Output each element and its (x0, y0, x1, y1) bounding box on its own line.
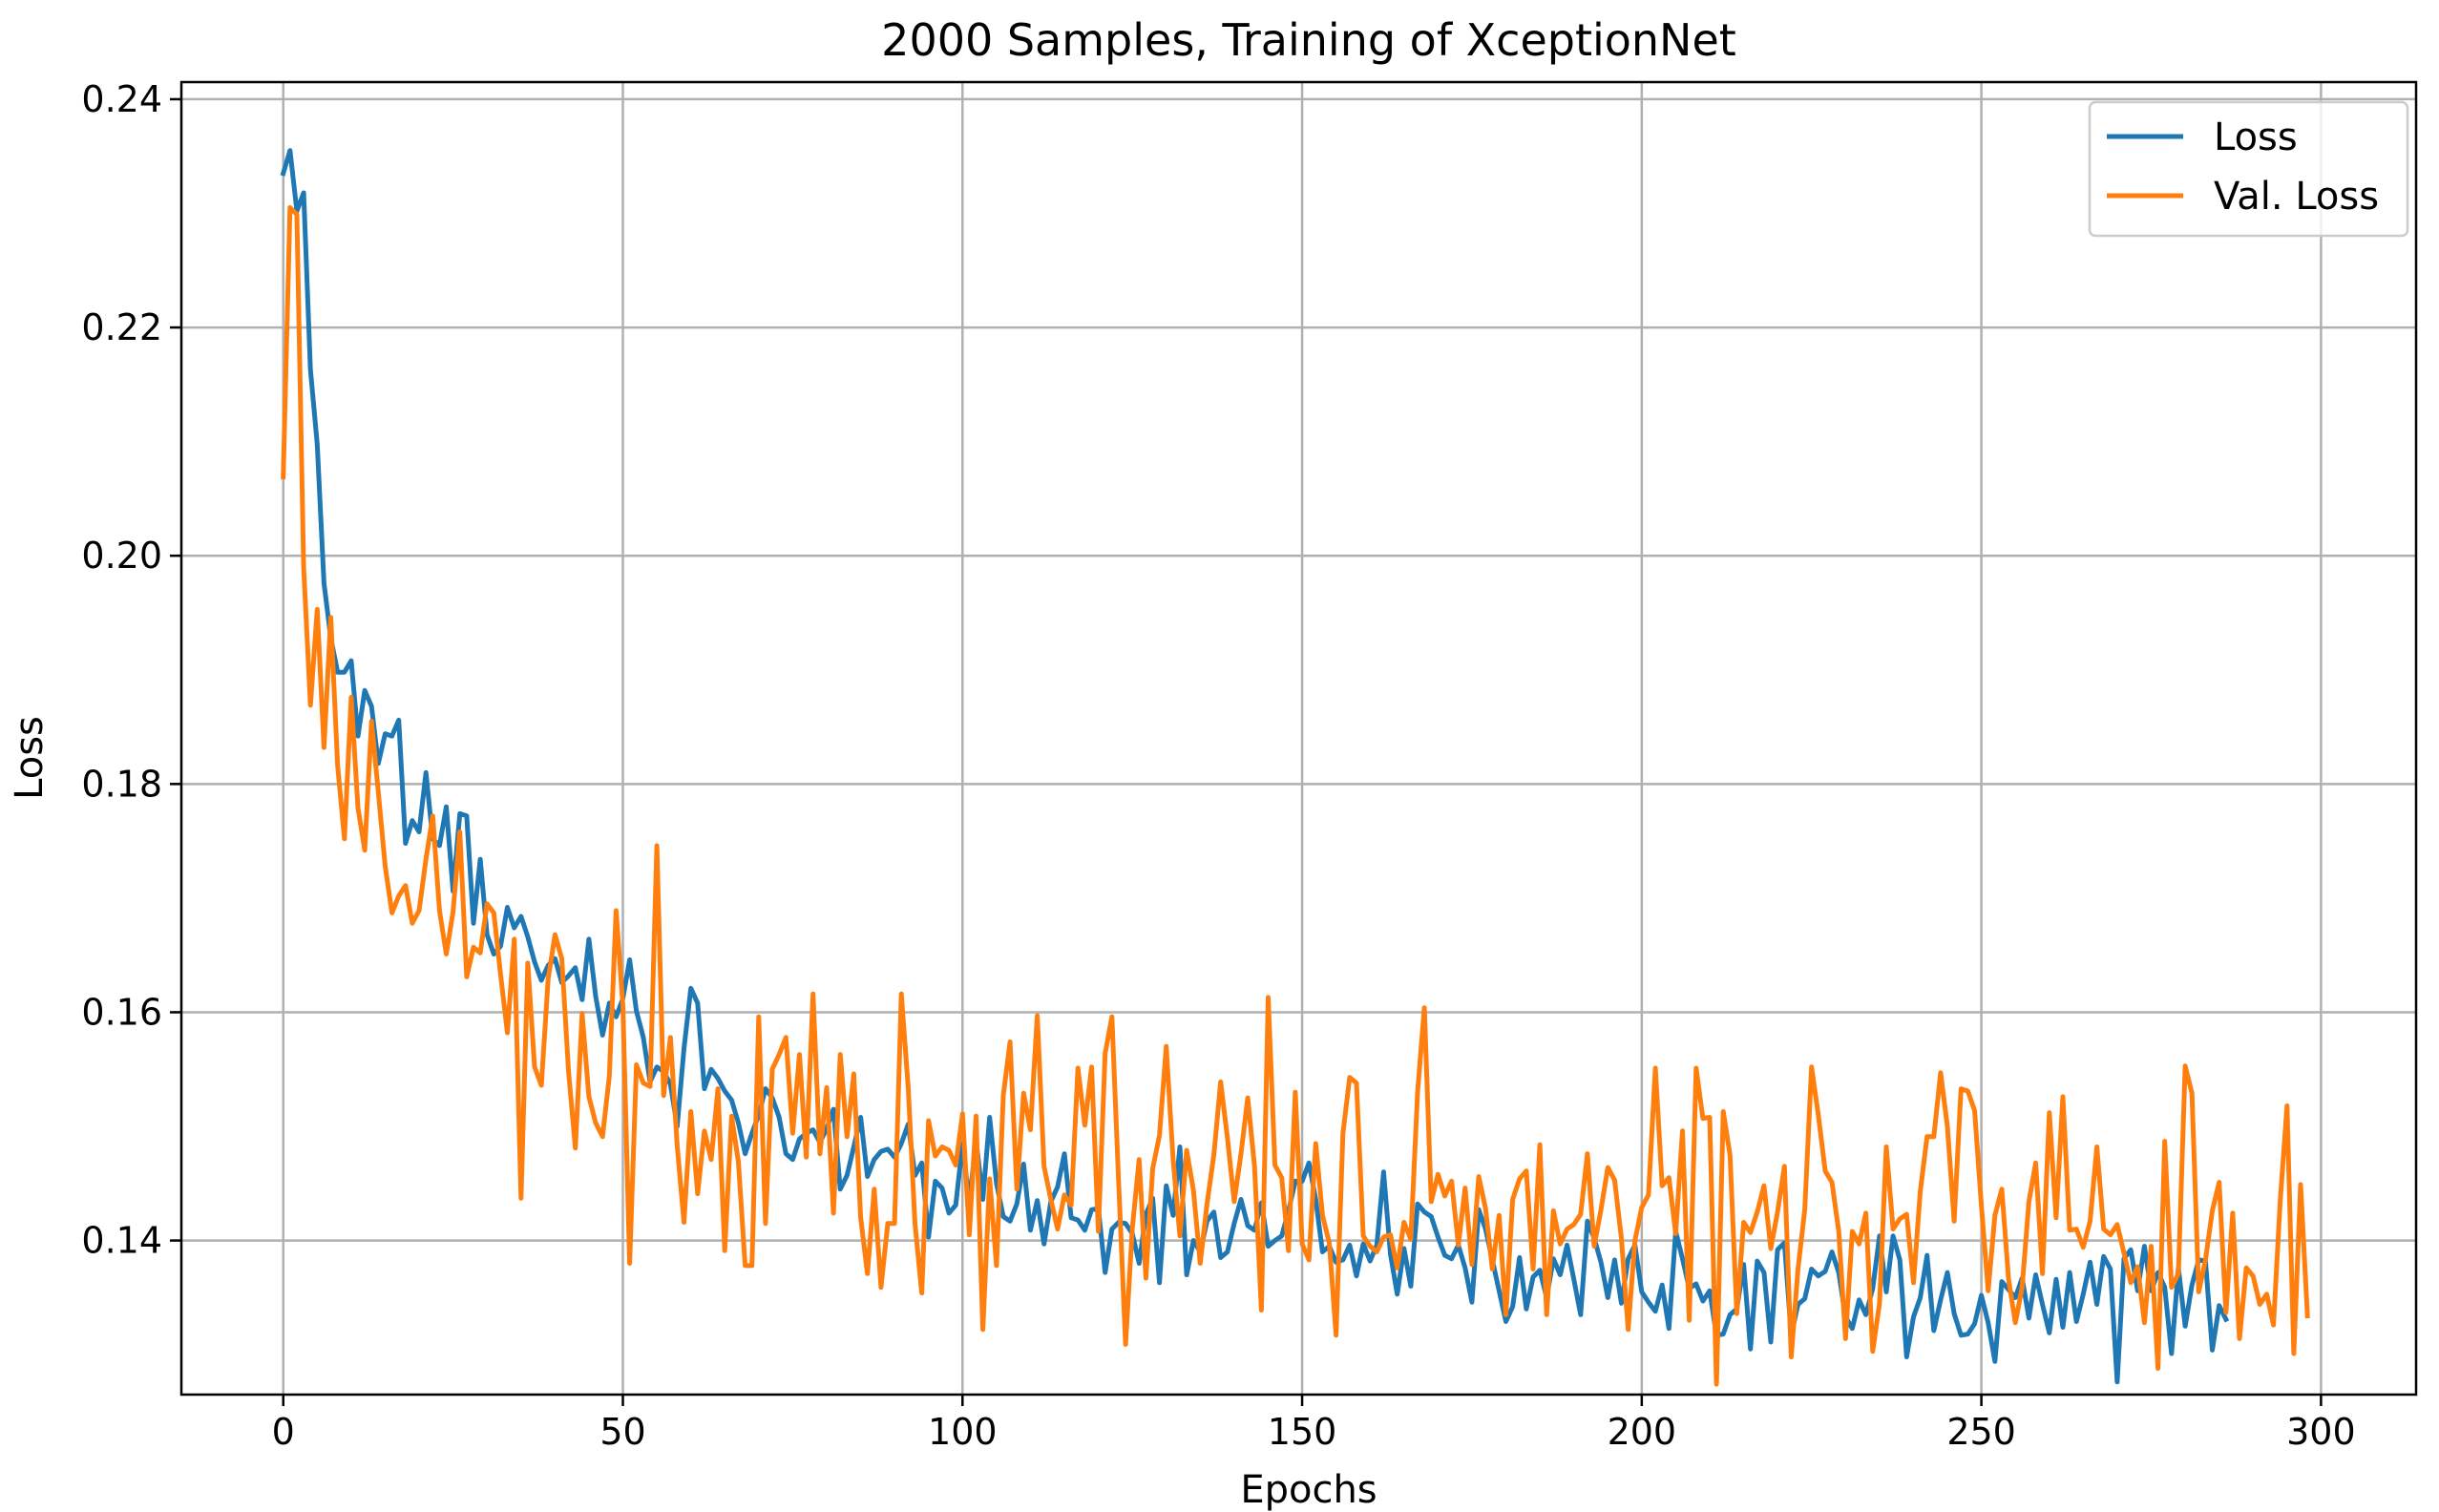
x-tick-label: 300 (2286, 1411, 2356, 1453)
legend: Loss Val. Loss (2088, 100, 2409, 238)
y-tick-label: 0.22 (81, 306, 162, 348)
y-tick-label: 0.18 (81, 763, 162, 805)
y-tick-label: 0.14 (81, 1220, 162, 1262)
plot-frame (179, 80, 2418, 1396)
x-tick-label: 0 (272, 1411, 295, 1453)
legend-label-loss: Loss (2214, 116, 2298, 159)
grid (181, 82, 2416, 1395)
y-axis-label: Loss (8, 716, 52, 800)
series-line-val-loss (281, 205, 2310, 1387)
chart-title: 2000 Samples, Training of XceptionNet (881, 14, 1736, 66)
y-tick-label: 0.24 (81, 78, 162, 120)
x-axis-label: Epochs (1240, 1468, 1377, 1512)
y-tick-label: 0.20 (81, 535, 162, 577)
x-tick-label: 250 (1946, 1411, 2016, 1453)
x-tick-label: 100 (928, 1411, 998, 1453)
y-tick-label: 0.16 (81, 991, 162, 1033)
x-tick-label: 150 (1268, 1411, 1337, 1453)
series-line-loss (280, 148, 2230, 1385)
x-tick-label: 50 (599, 1411, 645, 1453)
ticks: 0 50 100 150 200 250 300 0.14 0.16 0.18 0.20 0.22 0.… (81, 78, 2355, 1453)
x-tick-label: 200 (1608, 1411, 1677, 1453)
legend-label-val-loss: Val. Loss (2214, 175, 2379, 219)
series-layer (280, 148, 2310, 1387)
